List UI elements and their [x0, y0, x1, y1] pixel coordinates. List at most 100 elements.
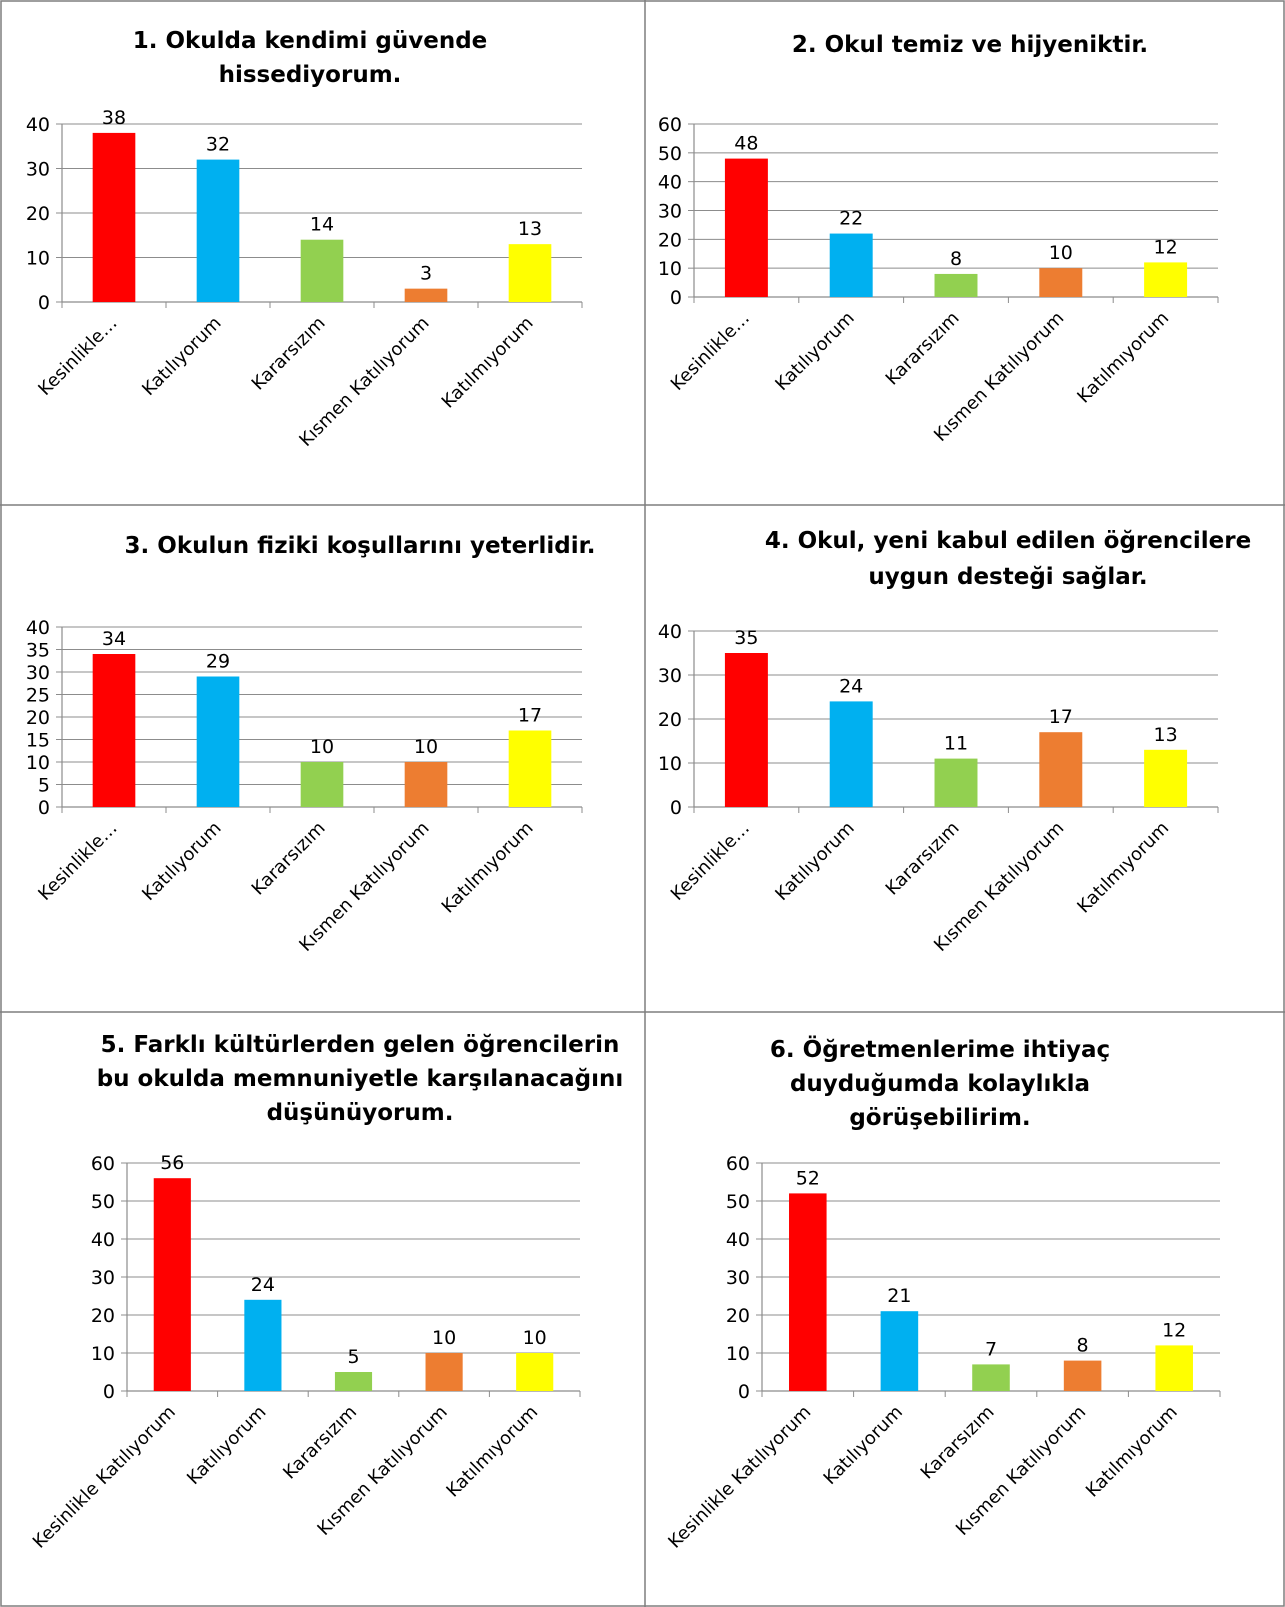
category-label: Kararsızım [882, 308, 964, 390]
data-label: 13 [1154, 724, 1178, 746]
data-label: 10 [432, 1327, 456, 1349]
data-label: 52 [796, 1167, 820, 1189]
chart-title: duyduğumda kolaylıkla [790, 1071, 1090, 1097]
data-label: 48 [734, 133, 758, 155]
y-tick-label: 20 [658, 229, 682, 251]
bar [153, 1178, 191, 1391]
bar [724, 653, 768, 807]
y-tick-label: 10 [726, 1343, 750, 1365]
y-tick-label: 20 [726, 1305, 750, 1327]
bar [508, 244, 552, 302]
y-tick-label: 50 [91, 1191, 115, 1213]
y-tick-label: 50 [658, 143, 682, 165]
data-label: 7 [985, 1338, 997, 1360]
data-label: 34 [102, 628, 126, 650]
category-label: Katılmıyorum [1073, 308, 1173, 408]
bar [1063, 1360, 1102, 1391]
y-tick-label: 0 [670, 287, 682, 309]
category-label: Kararsızım [917, 1402, 999, 1484]
category-label: Katılmıyorum [442, 1402, 542, 1502]
data-label: 11 [944, 733, 968, 755]
category-label: Kararsızım [248, 313, 330, 395]
chart-1: 1. Okulda kendimi güvende hissediyorum. 0 1… [26, 28, 583, 451]
data-label: 17 [518, 705, 542, 727]
data-label: 10 [414, 736, 438, 758]
y-tick-label: 60 [726, 1153, 750, 1175]
data-label: 10 [1049, 242, 1073, 264]
category-label: Katılıyorum [138, 818, 225, 905]
bar [1144, 749, 1188, 807]
category-label: Katılmıyorum [1073, 818, 1173, 918]
data-label: 29 [206, 651, 230, 673]
chart-title: 4. Okul, yeni kabul edilen öğrencilere [765, 528, 1251, 554]
data-label: 24 [839, 675, 863, 697]
chart-title: uygun desteği sağlar. [868, 564, 1147, 590]
data-label: 32 [206, 134, 230, 156]
category-label: Katılıyorum [820, 1402, 907, 1489]
category-label: Kararsızım [248, 818, 330, 900]
bar [196, 676, 240, 807]
category-label: Katılıyorum [771, 308, 858, 395]
bar [934, 273, 978, 297]
data-label: 17 [1049, 706, 1073, 728]
y-tick-label: 20 [26, 203, 50, 225]
chart-title: 2. Okul temiz ve hijyeniktir. [792, 32, 1148, 58]
data-label: 5 [347, 1346, 359, 1368]
data-label: 3 [420, 263, 432, 285]
data-label: 8 [950, 248, 962, 270]
chart-6: 6. Öğretmenlerime ihtiyaç duyduğumda kola… [664, 1035, 1221, 1553]
chart-title: görüşebilirim. [849, 1105, 1030, 1131]
bar [1155, 1345, 1193, 1391]
chart-title: 1. Okulda kendimi güvende [133, 28, 488, 54]
category-label: Kararsızım [279, 1402, 361, 1484]
y-tick-label: 60 [658, 114, 682, 136]
category-label: Katılmıyorum [438, 818, 538, 918]
bar [334, 1372, 373, 1391]
data-label: 14 [310, 214, 334, 236]
bar [300, 239, 344, 302]
y-tick-label: 30 [26, 662, 50, 684]
y-tick-label: 40 [726, 1229, 750, 1251]
y-tick-label: 20 [91, 1305, 115, 1327]
bar [1039, 732, 1083, 807]
data-label: 21 [887, 1285, 911, 1307]
data-label: 56 [160, 1152, 184, 1174]
bar [1144, 262, 1188, 297]
y-tick-label: 40 [658, 172, 682, 194]
bar [196, 159, 240, 302]
category-label: Kesinlikle Katılıyorum [664, 1402, 815, 1553]
bar [829, 233, 873, 297]
chart-title: bu okulda memnuniyetle karşılanacağını [97, 1066, 624, 1092]
chart-title: 3. Okulun fiziki koşullarını yeterlidir. [125, 533, 596, 559]
chart-4: 4. Okul, yeni kabul edilen öğrencilere uy… [658, 528, 1251, 956]
category-label: Katılıyorum [183, 1402, 270, 1489]
bar [92, 132, 136, 302]
category-label: Katılıyorum [771, 818, 858, 905]
y-tick-label: 40 [658, 621, 682, 643]
y-tick-label: 30 [658, 201, 682, 223]
y-tick-label: 10 [658, 753, 682, 775]
chart-2: 2. Okul temiz ve hijyeniktir. 0 10 20 30 40 50… [658, 32, 1219, 446]
data-label: 24 [251, 1274, 275, 1296]
y-tick-label: 40 [26, 617, 50, 639]
y-tick-label: 10 [658, 258, 682, 280]
y-tick-label: 10 [26, 752, 50, 774]
y-tick-label: 30 [726, 1267, 750, 1289]
category-label: Katılmıyorum [1082, 1402, 1182, 1502]
chart-title: düşünüyorum. [267, 1100, 454, 1126]
y-tick-label: 30 [658, 665, 682, 687]
data-label: 10 [310, 736, 334, 758]
bar [516, 1353, 554, 1391]
bar [244, 1299, 282, 1391]
y-tick-label: 50 [726, 1191, 750, 1213]
chart-5: 5. Farklı kültürlerden gelen öğrencileri… [29, 1032, 623, 1553]
data-label: 10 [523, 1327, 547, 1349]
y-tick-label: 0 [38, 292, 50, 314]
y-tick-label: 5 [38, 775, 50, 797]
y-tick-label: 30 [91, 1267, 115, 1289]
bar [724, 158, 768, 297]
chart-title: hissediyorum. [219, 62, 402, 88]
